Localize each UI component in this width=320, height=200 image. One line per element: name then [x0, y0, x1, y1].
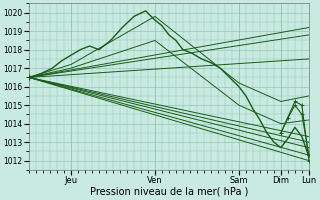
X-axis label: Pression niveau de la mer( hPa ): Pression niveau de la mer( hPa )	[90, 187, 248, 197]
